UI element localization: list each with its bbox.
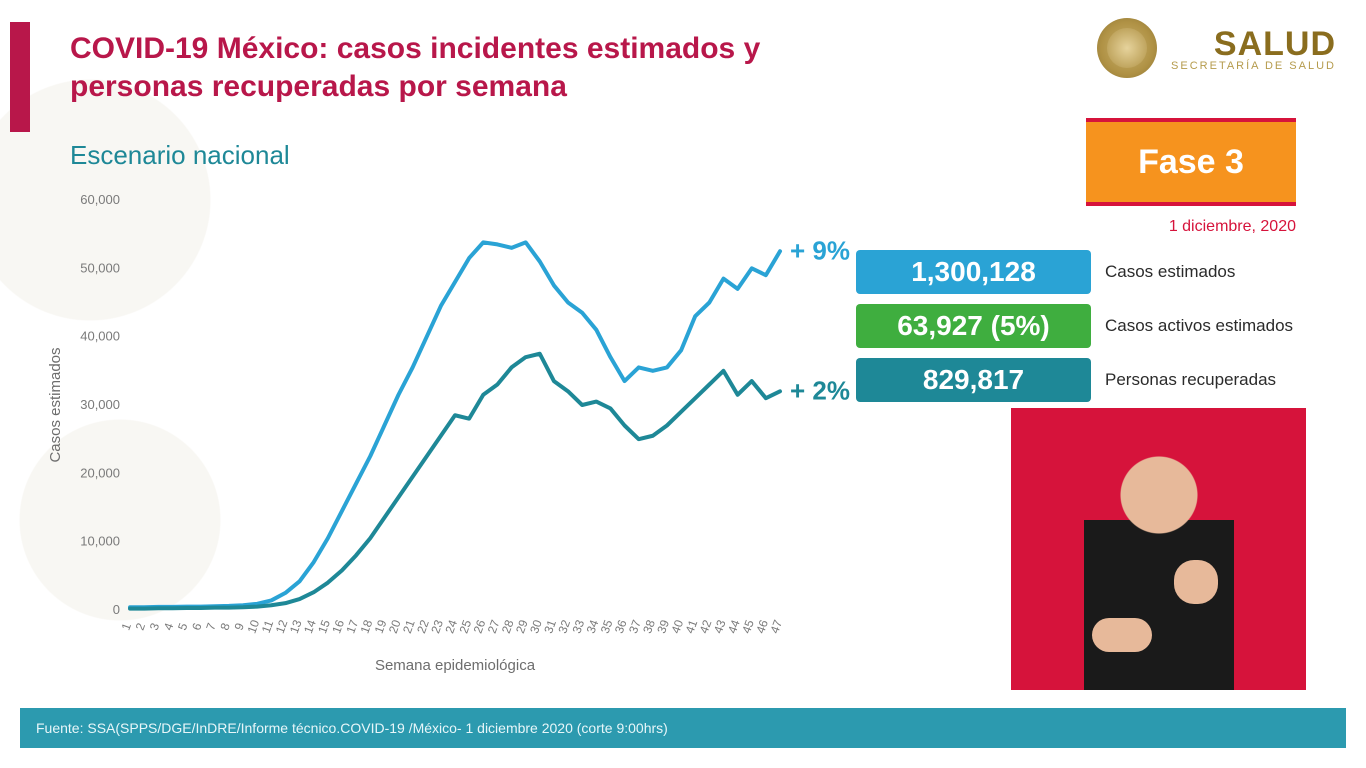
- stat-label: Casos activos estimados: [1105, 316, 1293, 336]
- stats-panel: 1,300,128 Casos estimados 63,927 (5%) Ca…: [856, 250, 1326, 412]
- svg-text:6: 6: [189, 621, 205, 632]
- stat-estimated-cases: 1,300,128 Casos estimados: [856, 250, 1326, 294]
- salud-logo: SALUD SECRETARÍA DE SALUD: [1097, 18, 1336, 78]
- stat-label: Personas recuperadas: [1105, 370, 1276, 390]
- svg-text:+ 2%: + 2%: [790, 375, 850, 405]
- svg-text:8: 8: [217, 621, 233, 632]
- stat-badge: 63,927 (5%): [856, 304, 1091, 348]
- stat-badge: 1,300,128: [856, 250, 1091, 294]
- mexico-seal-icon: [1097, 18, 1157, 78]
- svg-text:1: 1: [119, 621, 135, 632]
- stat-badge: 829,817: [856, 358, 1091, 402]
- svg-text:2: 2: [133, 621, 149, 632]
- svg-text:4: 4: [161, 621, 177, 632]
- svg-text:10,000: 10,000: [80, 534, 120, 549]
- svg-text:50,000: 50,000: [80, 260, 120, 275]
- logo-subtext: SECRETARÍA DE SALUD: [1171, 60, 1336, 72]
- sign-language-interpreter-video: [1011, 408, 1306, 690]
- stat-label: Casos estimados: [1105, 262, 1235, 282]
- svg-text:20,000: 20,000: [80, 465, 120, 480]
- line-chart: 0 10,000 20,000 30,000 40,000 50,000 60,000 Cas…: [40, 180, 860, 680]
- svg-text:47: 47: [767, 618, 785, 636]
- phase-badge: Fase 3: [1086, 118, 1296, 206]
- stat-active-cases: 63,927 (5%) Casos activos estimados: [856, 304, 1326, 348]
- svg-text:7: 7: [203, 621, 219, 632]
- accent-bar: [10, 22, 30, 132]
- svg-text:Casos estimados: Casos estimados: [47, 347, 64, 462]
- chart-svg: 0 10,000 20,000 30,000 40,000 50,000 60,000 Cas…: [40, 180, 860, 680]
- page-title: COVID-19 México: casos incidentes estima…: [70, 30, 890, 105]
- svg-text:Semana epidemiológica: Semana epidemiológica: [375, 657, 536, 674]
- page-subtitle: Escenario nacional: [70, 140, 290, 171]
- svg-text:60,000: 60,000: [80, 192, 120, 207]
- svg-text:+ 9%: + 9%: [790, 235, 850, 265]
- report-date: 1 diciembre, 2020: [1169, 218, 1296, 236]
- svg-text:30,000: 30,000: [80, 397, 120, 412]
- svg-text:5: 5: [175, 621, 191, 632]
- person-icon: [1064, 440, 1254, 690]
- svg-text:0: 0: [113, 602, 120, 617]
- svg-text:40,000: 40,000: [80, 329, 120, 344]
- source-footer: Fuente: SSA(SPPS/DGE/InDRE/Informe técni…: [20, 708, 1346, 748]
- logo-text: SALUD: [1171, 25, 1336, 64]
- stat-recovered: 829,817 Personas recuperadas: [856, 358, 1326, 402]
- svg-text:3: 3: [147, 621, 163, 632]
